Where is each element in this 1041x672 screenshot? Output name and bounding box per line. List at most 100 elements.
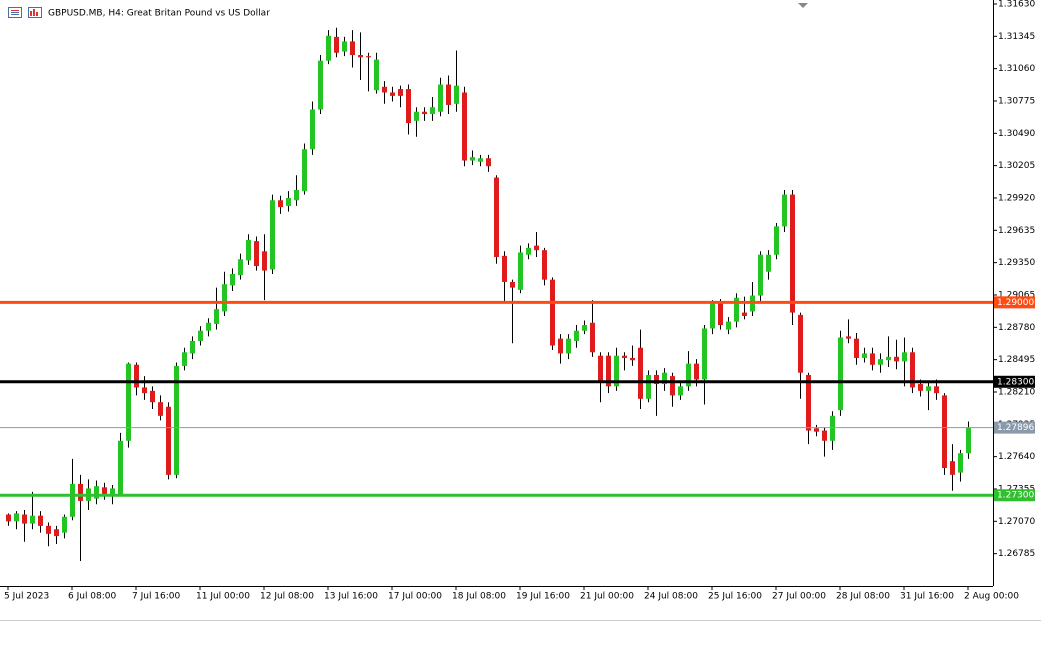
candle-body [230, 273, 235, 286]
candle-body [294, 190, 299, 201]
candle-body [822, 430, 827, 441]
candle-body [950, 461, 955, 475]
candle-body [166, 406, 171, 475]
x-tick-label: 12 Jul 08:00 [260, 592, 314, 602]
y-tick-label: 1.30490 [998, 129, 1035, 139]
y-tick-label: 1.28495 [998, 355, 1035, 365]
candle-body [662, 372, 667, 385]
candle-body [374, 59, 379, 91]
candle-body [454, 85, 459, 104]
candle-body [358, 55, 363, 58]
x-tick-label: 21 Jul 00:00 [580, 592, 634, 602]
candle-body [238, 259, 243, 276]
candle-body [78, 483, 83, 501]
level-label-box [994, 296, 1035, 309]
candle-body [862, 353, 867, 358]
candle-body [214, 309, 219, 324]
y-tick-label: 1.30775 [998, 96, 1035, 106]
candle-body [574, 330, 579, 341]
level-label: 1.29000 [997, 298, 1034, 308]
y-tick-label: 1.26785 [998, 549, 1035, 559]
candle-body [726, 321, 731, 330]
candle-body [702, 328, 707, 380]
candle-body [206, 322, 211, 331]
candle-body [790, 194, 795, 313]
candle-body [14, 513, 19, 522]
chart-title: GBPUSD.MB, H4: Great Britan Pound vs US … [48, 9, 270, 19]
candle-body [478, 158, 483, 162]
y-tick-label: 1.31060 [998, 64, 1035, 74]
candle-body [134, 364, 139, 388]
candle-body [814, 428, 819, 432]
candle-body [854, 338, 859, 358]
candle-body [510, 281, 515, 288]
candle-body [606, 355, 611, 387]
candle-body [222, 284, 227, 312]
y-tick-label: 1.29920 [998, 193, 1035, 203]
candle-body [966, 427, 971, 454]
candle-body [110, 488, 115, 496]
y-tick-label: 1.30205 [998, 161, 1035, 171]
x-tick-label: 25 Jul 16:00 [708, 592, 762, 602]
y-tick-label: 1.31345 [998, 32, 1035, 42]
candle-body [918, 384, 923, 391]
y-tick-label: 1.28210 [998, 387, 1035, 397]
header-icons [8, 7, 42, 18]
candle-body [94, 486, 99, 499]
level-label-box [994, 489, 1035, 502]
candle-body [718, 303, 723, 326]
candle-body [190, 340, 195, 354]
candle-body [246, 239, 251, 261]
candle-body [350, 41, 355, 56]
candle-body [118, 440, 123, 495]
candle-body [278, 200, 283, 208]
x-tick-label: 18 Jul 08:00 [452, 592, 506, 602]
shift-marker [798, 3, 808, 8]
candle-body [302, 149, 307, 192]
x-tick-label: 13 Jul 16:00 [324, 592, 378, 602]
candle-body [886, 356, 891, 361]
candle-body [286, 197, 291, 206]
x-tick-label: 6 Jul 08:00 [68, 592, 117, 602]
level-label: 1.27300 [997, 491, 1034, 501]
level-label-box [994, 421, 1035, 434]
candle-body [558, 338, 563, 354]
candle-body [182, 352, 187, 366]
candle-body [630, 357, 635, 361]
candle-body [566, 338, 571, 354]
candle-body [686, 363, 691, 387]
candle-body [942, 395, 947, 469]
x-tick-label: 2 Aug 00:00 [964, 592, 1019, 602]
candle-body [766, 254, 771, 272]
candle-body [126, 363, 131, 441]
candle-body [870, 353, 875, 365]
y-tick-label: 1.29065 [998, 290, 1035, 300]
x-tick-label: 28 Jul 08:00 [836, 592, 890, 602]
x-tick-label: 31 Jul 16:00 [900, 592, 954, 602]
candle-body [798, 314, 803, 373]
candle-body [142, 387, 147, 394]
candle-body [382, 86, 387, 93]
x-tick-label: 17 Jul 00:00 [388, 592, 442, 602]
candle-body [414, 111, 419, 121]
candle-body [262, 251, 267, 271]
candle-body [654, 374, 659, 385]
x-tick-label: 19 Jul 16:00 [516, 592, 570, 602]
y-tick-label: 1.29350 [998, 258, 1035, 268]
candle-body [774, 226, 779, 255]
candle-body [318, 60, 323, 110]
candle-body [934, 386, 939, 394]
candle-body [958, 453, 963, 473]
candle-body [174, 365, 179, 475]
candle-body [270, 200, 275, 270]
candle-body [70, 483, 75, 517]
candle-body [150, 390, 155, 403]
x-tick-label: 7 Jul 16:00 [132, 592, 181, 602]
x-tick-label: 27 Jul 00:00 [772, 592, 826, 602]
level-label: 1.28300 [997, 377, 1034, 387]
candle-body [326, 35, 331, 61]
candle-body [486, 158, 491, 167]
candle-body [846, 336, 851, 339]
candle-body [398, 89, 403, 96]
